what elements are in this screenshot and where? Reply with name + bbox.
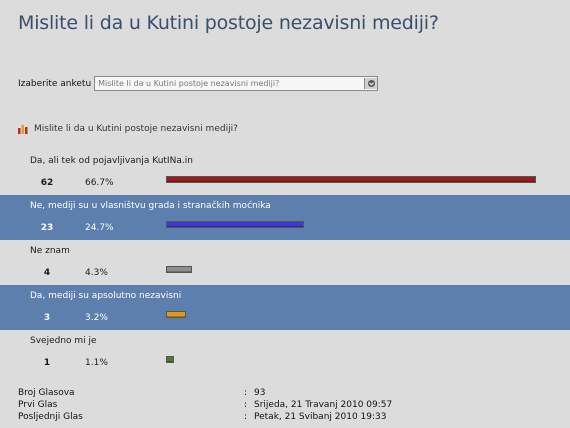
stat-label: Broj Glasova (18, 388, 75, 398)
stat-first-vote: Prvi Glas : Srijeda, 21 Travanj 2010 09:… (18, 400, 558, 412)
option-count: 3 (40, 313, 54, 323)
option-percent: 4.3% (85, 268, 108, 278)
poll-option: Ne znam 4 4.3% (0, 240, 570, 285)
option-count: 4 (40, 268, 54, 278)
poll-option: Svejedno mi je 1 1.1% (0, 330, 570, 375)
option-percent: 1.1% (85, 358, 108, 368)
stat-separator: : (244, 400, 247, 410)
option-count: 62 (40, 178, 54, 188)
poll-stats: Broj Glasova : 93 Prvi Glas : Srijeda, 2… (18, 388, 558, 424)
poll-option: Da, mediji su apsolutno nezavisni 3 3.2% (0, 285, 570, 330)
option-label: Da, mediji su apsolutno nezavisni (30, 291, 181, 301)
stat-value: Petak, 21 Svibanj 2010 19:33 (254, 412, 386, 422)
option-percent: 3.2% (85, 313, 108, 323)
result-bar (166, 311, 186, 318)
option-label: Da, ali tek od pojavljivanja KutINa.in (30, 156, 193, 166)
option-label: Ne, mediji su u vlasništvu grada i stran… (30, 201, 271, 211)
option-percent: 66.7% (85, 178, 114, 188)
poll-option: Da, ali tek od pojavljivanja KutINa.in 6… (0, 150, 570, 195)
stat-value: Srijeda, 21 Travanj 2010 09:57 (254, 400, 392, 410)
chevron-down-icon[interactable] (364, 78, 377, 89)
result-bar (166, 266, 192, 273)
option-label: Svejedno mi je (30, 336, 97, 346)
option-count: 1 (40, 358, 54, 368)
result-bar (166, 356, 174, 363)
stat-label: Prvi Glas (18, 400, 57, 410)
poll-option: Ne, mediji su u vlasništvu grada i stran… (0, 195, 570, 240)
stat-votes: Broj Glasova : 93 (18, 388, 558, 400)
poll-selector-label: Izaberite anketu (18, 79, 91, 89)
result-bar (166, 176, 536, 183)
poll-selector: Izaberite anketu Mislite li da u Kutini … (18, 76, 378, 91)
poll-select-value[interactable]: Mislite li da u Kutini postoje nezavisni… (95, 79, 364, 88)
stat-label: Posljednji Glas (18, 412, 83, 422)
result-bar (166, 221, 304, 228)
poll-chart-icon (18, 124, 28, 134)
stat-separator: : (244, 412, 247, 422)
stat-last-vote: Posljednji Glas : Petak, 21 Svibanj 2010… (18, 412, 558, 424)
poll-select-dropdown[interactable]: Mislite li da u Kutini postoje nezavisni… (94, 76, 378, 91)
stat-value: 93 (254, 388, 265, 398)
poll-question: Mislite li da u Kutini postoje nezavisni… (18, 124, 238, 134)
option-label: Ne znam (30, 246, 70, 256)
page-title: Mislite li da u Kutini postoje nezavisni… (18, 12, 439, 34)
stat-separator: : (244, 388, 247, 398)
option-percent: 24.7% (85, 223, 114, 233)
option-count: 23 (40, 223, 54, 233)
poll-question-text: Mislite li da u Kutini postoje nezavisni… (34, 124, 238, 134)
